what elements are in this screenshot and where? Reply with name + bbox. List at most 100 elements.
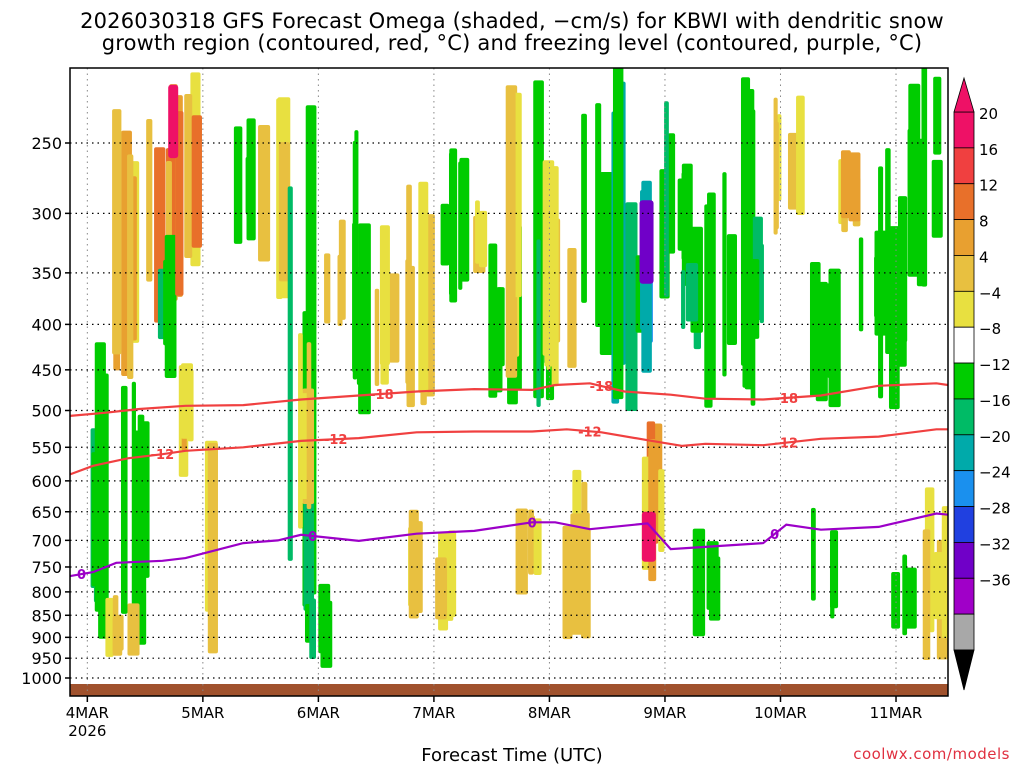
omega-cell — [380, 226, 386, 353]
omega-cell — [134, 430, 147, 645]
omega-cell — [437, 560, 448, 618]
colorbar-label: 20 — [979, 105, 998, 123]
colorbar-label: −20 — [979, 428, 1011, 446]
colorbar-label: −8 — [979, 320, 1001, 338]
omega-cell — [338, 219, 346, 320]
colorbar-label: −32 — [979, 535, 1011, 553]
contour-line--18 — [70, 382, 948, 417]
omega-cell — [933, 552, 943, 620]
y-tick-label: 450 — [31, 361, 62, 380]
omega-cell — [941, 506, 948, 639]
colorbar-label: −36 — [979, 571, 1011, 589]
chart-title-line1: 2026030318 GFS Forecast Omega (shaded, −… — [80, 9, 944, 33]
omega-cell — [298, 333, 303, 529]
omega-cell — [408, 509, 419, 619]
omega-cell — [440, 203, 450, 266]
omega-cell — [120, 385, 128, 614]
omega-cell — [245, 156, 253, 215]
omega-cell — [707, 192, 716, 400]
x-tick-label: 6MAR — [297, 704, 340, 722]
omega-cell — [354, 130, 359, 368]
contour-label: -12 — [578, 425, 602, 440]
contour-label: -12 — [151, 448, 175, 463]
y-tick-label: 600 — [31, 472, 62, 491]
omega-cell — [759, 243, 764, 324]
omega-cell — [324, 253, 331, 324]
omega-cell — [787, 132, 799, 210]
omega-cell — [685, 263, 699, 322]
omega-shading — [90, 68, 948, 668]
chart-title-line2: growth region (contoured, red, °C) and f… — [101, 31, 923, 55]
colorbar-label: −4 — [979, 284, 1001, 302]
omega-cell — [320, 600, 333, 668]
omega-cell — [858, 237, 864, 332]
colorbar-segment — [953, 398, 975, 436]
omega-cell — [595, 103, 602, 328]
omega-cell — [933, 76, 942, 155]
omega-cell — [112, 109, 122, 355]
omega-cell — [796, 95, 805, 216]
y-tick-label: 850 — [31, 606, 62, 625]
omega-cell — [740, 77, 751, 366]
omega-cell — [562, 525, 573, 640]
omega-cell — [773, 97, 778, 235]
contour-label: -18 — [775, 392, 799, 407]
omega-cell — [163, 259, 173, 346]
colorbar-label: 8 — [979, 213, 989, 231]
omega-cell — [494, 287, 503, 393]
omega-cell — [191, 115, 202, 248]
y-tick-label: 300 — [31, 204, 62, 223]
omega-cell — [828, 268, 841, 408]
omega-cell — [515, 508, 528, 595]
omega-cell — [374, 288, 380, 387]
omega-cell — [536, 239, 541, 408]
omega-cell — [478, 210, 488, 268]
omega-cell — [528, 515, 536, 574]
colorbar-segment — [953, 111, 975, 149]
colorbar-segment — [953, 290, 975, 328]
y-tick-label: 350 — [31, 264, 62, 283]
omega-cell — [612, 68, 624, 400]
x-year-label: 2026 — [68, 722, 106, 740]
y-tick-label: 750 — [31, 558, 62, 577]
omega-cell — [667, 133, 676, 254]
colorbar-max-arrow — [953, 76, 975, 113]
omega-cell — [722, 172, 727, 377]
x-tick-label: 9MAR — [643, 704, 686, 722]
plot-frame — [69, 67, 949, 697]
omega-cell — [830, 546, 835, 619]
omega-cell — [388, 273, 400, 363]
x-tick-label: 7MAR — [412, 704, 455, 722]
omega-cell — [891, 572, 901, 629]
omega-cell — [233, 126, 243, 244]
omega-cell — [207, 442, 218, 654]
colorbar-segment — [953, 470, 975, 507]
colorbar-label: 12 — [979, 177, 998, 195]
omega-core-descent — [641, 511, 656, 562]
omega-cell — [458, 161, 463, 290]
site-credit: coolwx.com/models — [853, 745, 1010, 763]
colorbar-segment — [953, 147, 975, 185]
omega-cell — [533, 518, 542, 575]
omega-cell — [127, 154, 134, 379]
contour-label: 0 — [308, 530, 317, 545]
y-tick-label: 550 — [31, 438, 62, 457]
omega-cell — [567, 248, 577, 368]
omega-cell — [98, 373, 109, 639]
omega-cell — [306, 342, 312, 510]
omega-cell — [706, 541, 719, 610]
colorbar-segment — [953, 183, 975, 221]
colorbar-segment — [953, 326, 975, 364]
contours: -18 -18 -18 -12 -12 -12 -12 0 0 0 0 — [70, 380, 948, 583]
omega-cell — [406, 265, 415, 408]
colorbar-segment — [953, 506, 975, 543]
colorbar-label: −24 — [979, 464, 1011, 482]
omega-cell — [570, 513, 583, 635]
omega-cell — [681, 270, 686, 330]
contour-line-0 — [70, 512, 948, 578]
omega-cell — [931, 159, 943, 238]
omega-cell — [878, 166, 884, 399]
omega-cell — [692, 528, 706, 637]
omega-cell — [885, 148, 891, 355]
